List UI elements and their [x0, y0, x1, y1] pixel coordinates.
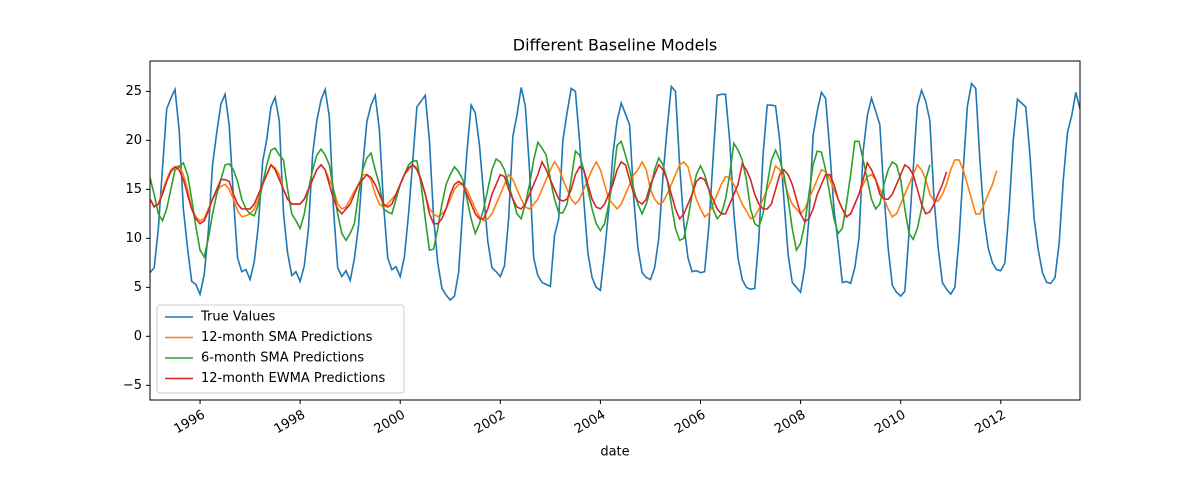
x-tick-label: 2006 — [672, 408, 708, 438]
x-tick-label: 2008 — [772, 408, 808, 438]
plot-frame — [149, 60, 1081, 401]
x-tick-label: 2012 — [972, 408, 1008, 438]
y-tick-label: 0 — [134, 329, 142, 344]
chart-title: Different Baseline Models — [513, 36, 718, 55]
series-line — [150, 159, 948, 225]
x-tick-label: 2000 — [372, 408, 408, 438]
y-tick-label: −5 — [123, 378, 142, 393]
legend-label: True Values — [200, 310, 275, 325]
x-tick-label: 2004 — [572, 408, 608, 438]
y-tick-label: 10 — [125, 231, 142, 246]
y-tick-label: 25 — [125, 84, 142, 99]
x-tick-label: 2002 — [472, 408, 508, 438]
legend-label: 12-month SMA Predictions — [201, 330, 373, 345]
x-tick-label: 1996 — [172, 408, 208, 438]
y-tick-label: 15 — [125, 182, 142, 197]
x-axis-label: date — [600, 445, 629, 460]
legend-label: 12-month EWMA Predictions — [201, 371, 385, 386]
x-tick-label: 1998 — [272, 408, 308, 438]
legend-label: 6-month SMA Predictions — [201, 351, 364, 366]
y-tick-label: 20 — [125, 133, 142, 148]
x-tick-label: 2010 — [872, 408, 908, 438]
legend-box — [156, 304, 405, 394]
series-line — [150, 81, 1080, 302]
series-line — [150, 139, 931, 260]
y-tick-label: 5 — [134, 280, 142, 295]
